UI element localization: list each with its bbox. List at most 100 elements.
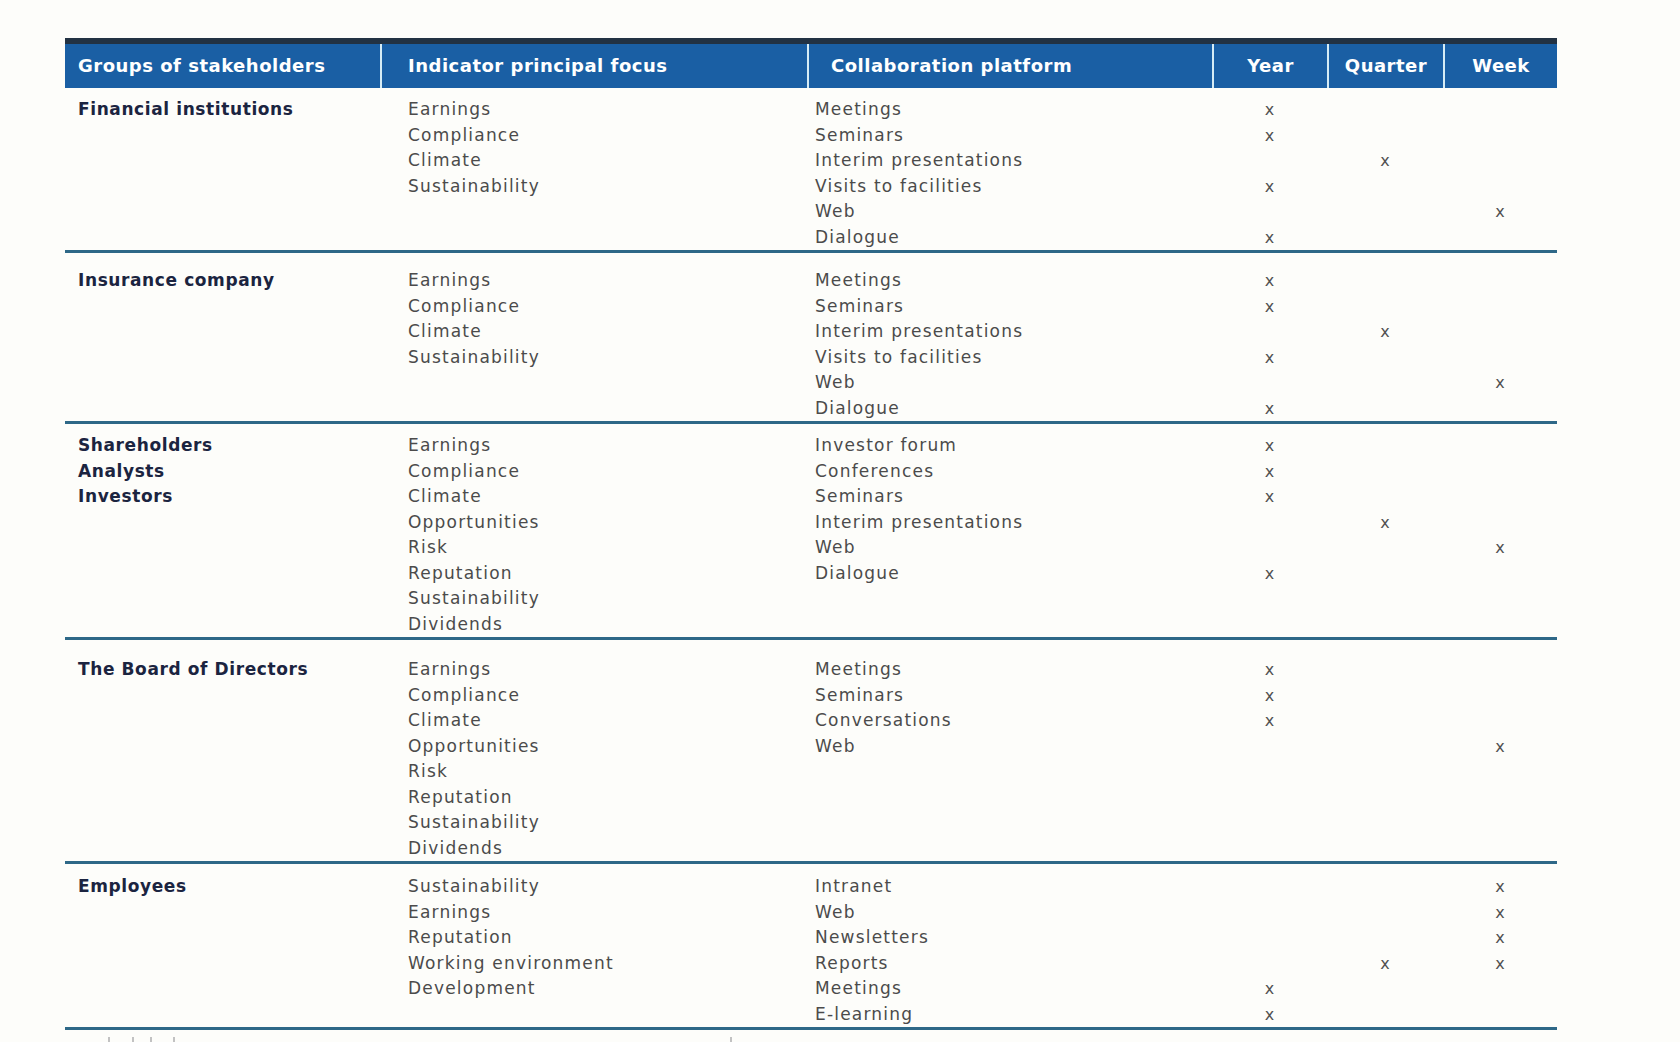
week-mark-column: xxxx: [1443, 874, 1557, 1027]
quarter-mark: [1327, 174, 1443, 200]
year-mark: x: [1212, 396, 1327, 422]
quarter-mark-column: x: [1327, 874, 1443, 1027]
week-mark: [1443, 433, 1557, 459]
week-mark: x: [1443, 900, 1557, 926]
focus-item: Reputation: [408, 925, 807, 951]
focus-item: Climate: [408, 484, 807, 510]
platform-item: Reports: [815, 951, 1212, 977]
stakeholder-group: EmployeesSustainabilityEarningsReputatio…: [65, 861, 1557, 1027]
platform-item: Web: [815, 199, 1212, 225]
stakeholder-name: Insurance company: [78, 268, 380, 294]
table-bottom-border: [65, 1027, 1557, 1030]
focus-item: Compliance: [408, 123, 807, 149]
focus-item-column: EarningsComplianceClimateSustainability: [380, 97, 807, 250]
quarter-mark: x: [1327, 148, 1443, 174]
year-mark-column: xx: [1212, 874, 1327, 1027]
focus-item: Opportunities: [408, 510, 807, 536]
document-page: Groups of stakeholders Indicator princip…: [0, 0, 1680, 1042]
focus-item: Dividends: [408, 612, 807, 638]
platform-item: Web: [815, 370, 1212, 396]
year-mark: x: [1212, 123, 1327, 149]
quarter-mark: [1327, 708, 1443, 734]
year-mark: x: [1212, 657, 1327, 683]
year-mark: [1212, 925, 1327, 951]
year-mark: [1212, 874, 1327, 900]
focus-item: Dividends: [408, 836, 807, 862]
header-cell-groups-of-stakeholders: Groups of stakeholders: [65, 44, 380, 88]
quarter-mark-column: x: [1327, 433, 1443, 637]
platform-item: Meetings: [815, 268, 1212, 294]
quarter-mark: [1327, 97, 1443, 123]
week-mark: [1443, 294, 1557, 320]
year-mark: x: [1212, 294, 1327, 320]
quarter-mark: [1327, 900, 1443, 926]
cropped-text-remnant: [132, 1037, 134, 1042]
year-mark: x: [1212, 708, 1327, 734]
quarter-mark: [1327, 396, 1443, 422]
platform-item: Dialogue: [815, 225, 1212, 251]
year-mark-column: xx x x: [1212, 268, 1327, 421]
week-mark: [1443, 561, 1557, 587]
week-mark: [1443, 657, 1557, 683]
stakeholder-name: Investors: [78, 484, 380, 510]
platform-item: Investor forum: [815, 433, 1212, 459]
week-mark: [1443, 319, 1557, 345]
week-mark: x: [1443, 370, 1557, 396]
focus-item-column: SustainabilityEarningsReputationWorking …: [380, 874, 807, 1027]
quarter-mark: x: [1327, 951, 1443, 977]
focus-item: Climate: [408, 319, 807, 345]
focus-item: Reputation: [408, 785, 807, 811]
quarter-mark-column: x: [1327, 268, 1443, 421]
stakeholder-name-column: Financial institutions: [65, 97, 380, 250]
header-cell-quarter: Quarter: [1327, 44, 1443, 88]
platform-item: Interim presentations: [815, 510, 1212, 536]
focus-item: Opportunities: [408, 734, 807, 760]
platform-item: Seminars: [815, 484, 1212, 510]
focus-item: Sustainability: [408, 586, 807, 612]
cropped-text-remnant: [108, 1037, 110, 1042]
year-mark: [1212, 535, 1327, 561]
platform-item: Meetings: [815, 657, 1212, 683]
focus-item: Earnings: [408, 97, 807, 123]
year-mark: x: [1212, 1002, 1327, 1028]
header-cell-week: Week: [1443, 44, 1557, 88]
platform-item: Conferences: [815, 459, 1212, 485]
cropped-text-remnant: [730, 1037, 732, 1042]
year-mark-column: xxx x: [1212, 433, 1327, 637]
platform-item: Seminars: [815, 683, 1212, 709]
week-mark: [1443, 459, 1557, 485]
focus-item: Earnings: [408, 657, 807, 683]
stakeholder-name: Employees: [78, 874, 380, 900]
quarter-mark: [1327, 123, 1443, 149]
year-mark: x: [1212, 268, 1327, 294]
platform-item-column: Investor forumConferencesSeminarsInterim…: [807, 433, 1212, 637]
year-mark: x: [1212, 683, 1327, 709]
year-mark: x: [1212, 459, 1327, 485]
week-mark: x: [1443, 734, 1557, 760]
stakeholder-name: Analysts: [78, 459, 380, 485]
platform-item: Intranet: [815, 874, 1212, 900]
stakeholder-name-column: The Board of Directors: [65, 657, 380, 861]
year-mark: x: [1212, 97, 1327, 123]
quarter-mark: [1327, 683, 1443, 709]
header-cell-collaboration-platform: Collaboration platform: [807, 44, 1212, 88]
year-mark: x: [1212, 433, 1327, 459]
header-cell-year: Year: [1212, 44, 1327, 88]
focus-item-column: EarningsComplianceClimateOpportunitiesRi…: [380, 657, 807, 861]
cropped-text-remnant: [150, 1037, 152, 1042]
platform-item: Web: [815, 734, 1212, 760]
table-header-row: Groups of stakeholders Indicator princip…: [65, 44, 1557, 88]
table-body: Financial institutionsEarningsCompliance…: [65, 88, 1557, 1027]
cropped-text-remnant: [173, 1037, 175, 1042]
quarter-mark: [1327, 657, 1443, 683]
focus-item: Sustainability: [408, 810, 807, 836]
stakeholder-name-column: ShareholdersAnalystsInvestors: [65, 433, 380, 637]
year-mark: [1212, 900, 1327, 926]
year-mark: x: [1212, 976, 1327, 1002]
focus-item: Sustainability: [408, 345, 807, 371]
platform-item: Interim presentations: [815, 319, 1212, 345]
week-mark: [1443, 225, 1557, 251]
year-mark: [1212, 319, 1327, 345]
quarter-mark: [1327, 345, 1443, 371]
year-mark: [1212, 951, 1327, 977]
